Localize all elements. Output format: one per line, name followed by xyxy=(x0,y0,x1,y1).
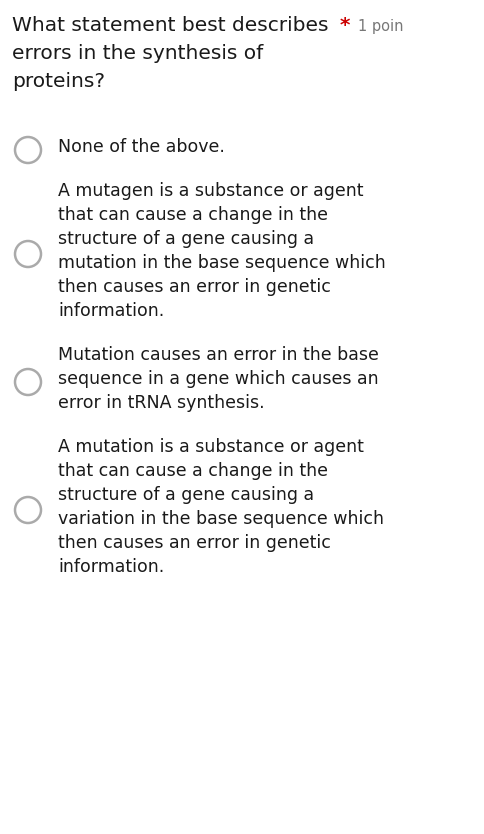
Text: *: * xyxy=(339,16,349,35)
Text: that can cause a change in the: that can cause a change in the xyxy=(58,206,327,224)
Text: information.: information. xyxy=(58,302,164,320)
Text: structure of a gene causing a: structure of a gene causing a xyxy=(58,486,314,504)
Text: then causes an error in genetic: then causes an error in genetic xyxy=(58,278,330,296)
Text: then causes an error in genetic: then causes an error in genetic xyxy=(58,534,330,552)
Text: 1 poin: 1 poin xyxy=(357,19,403,34)
Text: A mutagen is a substance or agent: A mutagen is a substance or agent xyxy=(58,182,363,200)
Text: structure of a gene causing a: structure of a gene causing a xyxy=(58,230,314,248)
Text: A mutation is a substance or agent: A mutation is a substance or agent xyxy=(58,438,363,456)
Text: errors in the synthesis of: errors in the synthesis of xyxy=(12,44,263,63)
Text: mutation in the base sequence which: mutation in the base sequence which xyxy=(58,254,385,272)
Text: that can cause a change in the: that can cause a change in the xyxy=(58,462,327,480)
Text: error in tRNA synthesis.: error in tRNA synthesis. xyxy=(58,394,264,412)
Text: What statement best describes: What statement best describes xyxy=(12,16,328,35)
Text: variation in the base sequence which: variation in the base sequence which xyxy=(58,510,383,528)
Text: None of the above.: None of the above. xyxy=(58,138,225,156)
Text: information.: information. xyxy=(58,558,164,576)
Text: Mutation causes an error in the base: Mutation causes an error in the base xyxy=(58,346,378,364)
Text: sequence in a gene which causes an: sequence in a gene which causes an xyxy=(58,370,378,388)
Text: proteins?: proteins? xyxy=(12,72,105,91)
